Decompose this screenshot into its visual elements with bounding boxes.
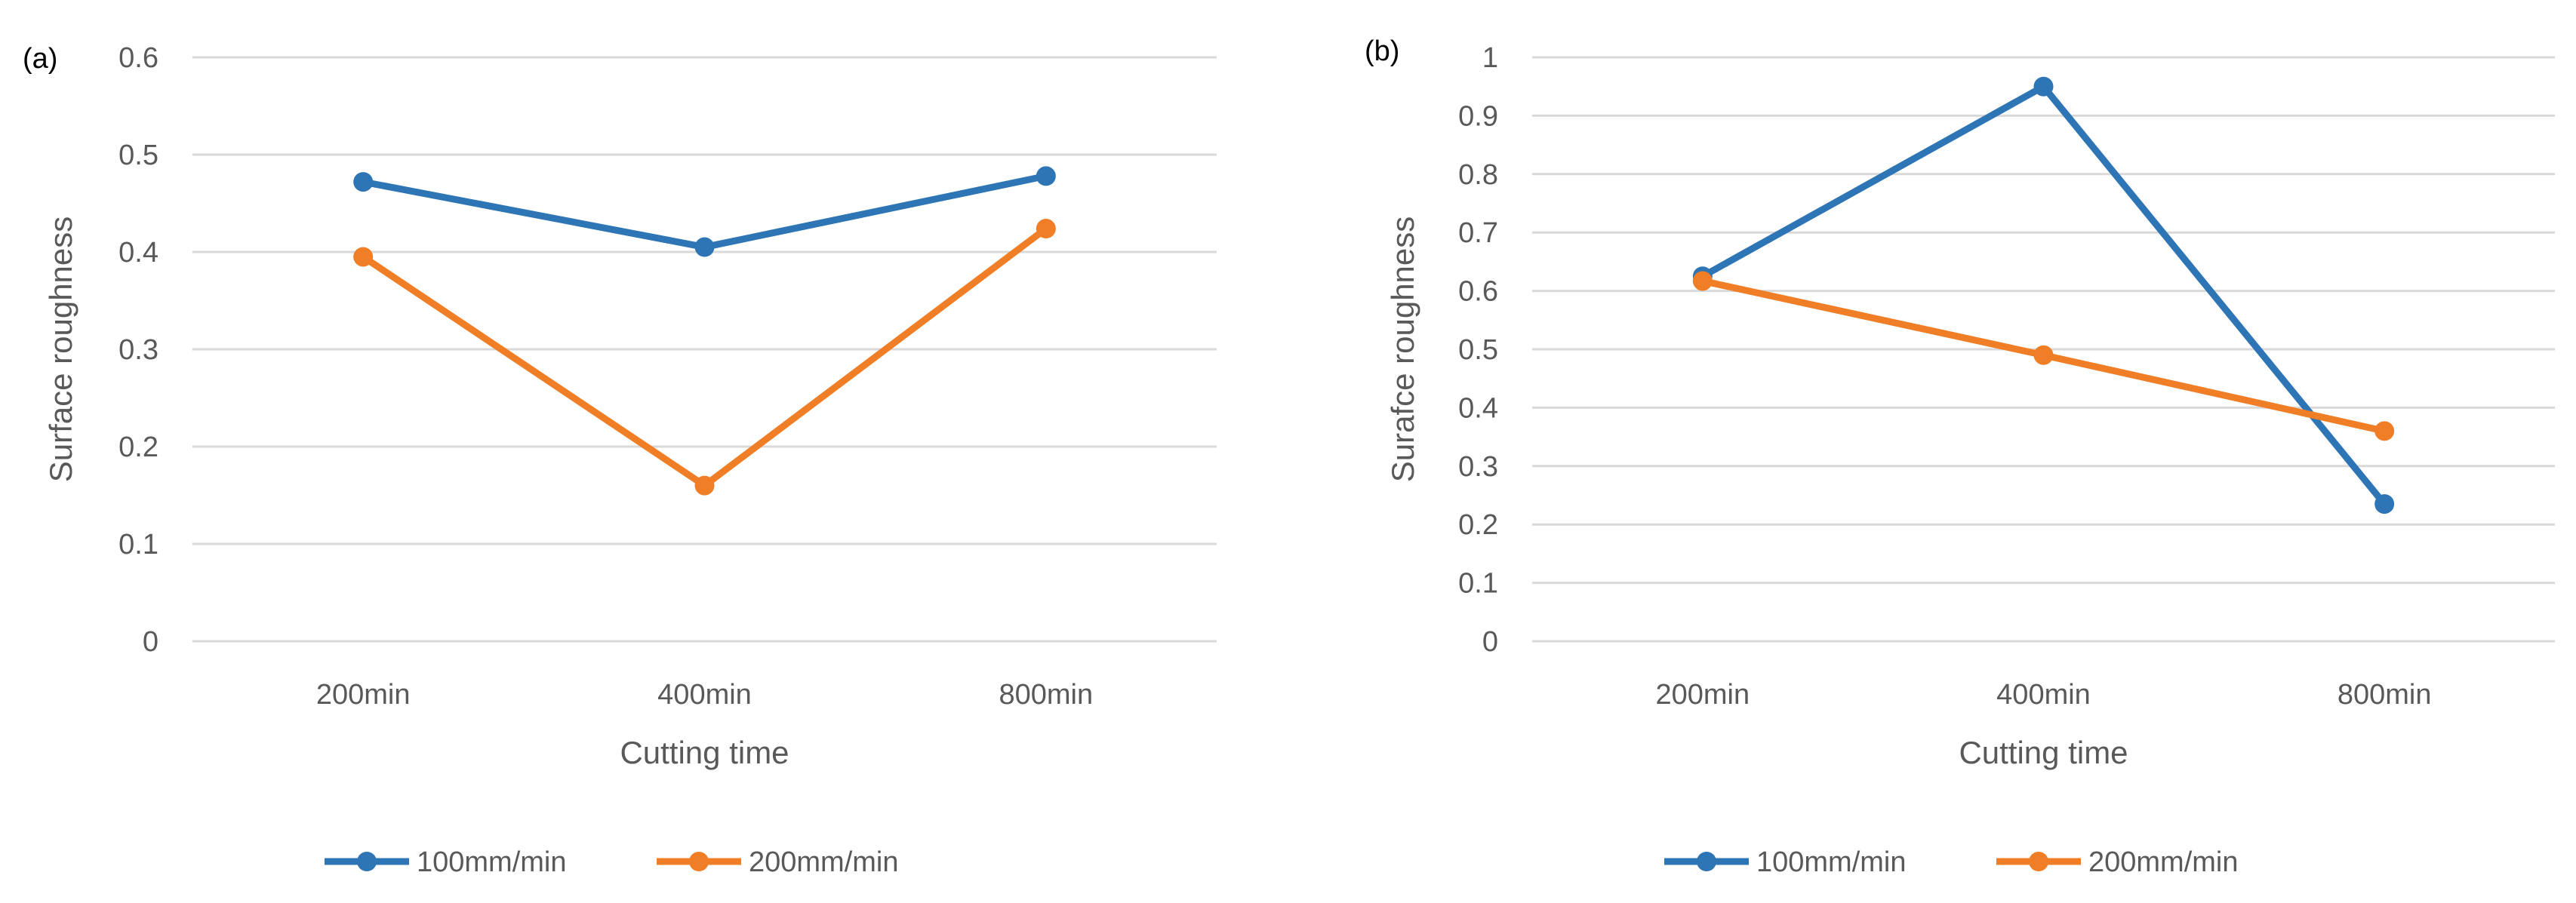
chart0-data-point — [694, 475, 715, 496]
chart0-data-point — [353, 172, 374, 192]
chart1-panel-label: (b) — [1365, 35, 1399, 67]
chart0-data-point — [1036, 166, 1056, 186]
chart1-data-point — [2033, 345, 2054, 365]
chart0-data-point — [694, 237, 715, 257]
chart1-y-tick-label: 0.1 — [1458, 568, 1498, 600]
chart1-y-axis-title: Surafce roughness — [1385, 217, 1420, 483]
chart1-y-tick-label: 0.5 — [1458, 334, 1498, 366]
chart0-y-tick-label: 0.3 — [118, 334, 158, 366]
chart0-y-tick-label: 0.1 — [118, 529, 158, 561]
chart1-y-tick-label: 0.7 — [1458, 217, 1498, 249]
chart1-y-tick-label: 0.9 — [1458, 100, 1498, 132]
chart0-y-axis-title: Surface roughness — [43, 217, 78, 483]
chart1-legend-label: 200mm/min — [2088, 846, 2239, 878]
chart0-data-point — [1036, 219, 1056, 239]
chart1-series-line-100mm/min — [1699, 83, 2388, 508]
chart1-y-tick-label: 0.6 — [1458, 276, 1498, 308]
chart0-legend-label: 200mm/min — [749, 846, 899, 878]
chart0-x-tick-label: 800min — [999, 679, 1094, 711]
chart1-y-tick-label: 0.2 — [1458, 509, 1498, 541]
chart0-data-point — [353, 247, 374, 267]
chart0-legend-marker — [357, 852, 377, 871]
chart1-y-tick-label: 0.8 — [1458, 159, 1498, 191]
chart0-legend-label: 100mm/min — [417, 846, 567, 878]
chart0-series-line-100mm/min — [359, 172, 1050, 251]
chart1-data-point — [2033, 76, 2054, 97]
chart0-x-tick-label: 200min — [316, 679, 411, 711]
chart0-x-axis-title: Cutting time — [620, 735, 789, 770]
chart0-y-tick-label: 0.2 — [118, 432, 158, 463]
chart0-y-tick-label: 0.4 — [118, 237, 158, 269]
chart1-data-point — [2374, 421, 2395, 441]
chart1-y-tick-label: 0 — [1482, 626, 1498, 658]
chart1-data-point — [2374, 494, 2395, 514]
chart0-y-tick-label: 0 — [143, 626, 158, 658]
chart1-y-tick-label: 1 — [1482, 42, 1498, 74]
chart1-x-axis-title: Cutting time — [1959, 735, 2128, 770]
chart1-data-point — [1692, 271, 1713, 291]
chart0-panel-label: (a) — [23, 43, 57, 75]
chart1-legend-marker — [2029, 852, 2048, 871]
chart1-y-tick-label: 0.4 — [1458, 392, 1498, 424]
chart0-legend-marker — [689, 852, 709, 871]
chart0-x-tick-label: 400min — [657, 679, 752, 711]
chart1-x-tick-label: 800min — [2337, 679, 2432, 711]
chart1-y-tick-label: 0.3 — [1458, 451, 1498, 483]
chart0-y-tick-label: 0.5 — [118, 140, 158, 171]
chart1-x-tick-label: 200min — [1656, 679, 1750, 711]
chart1-legend-marker — [1697, 852, 1716, 871]
chart0-y-tick-label: 0.6 — [118, 42, 158, 74]
chart1-x-tick-label: 400min — [1996, 679, 2091, 711]
chart1-legend-label: 100mm/min — [1756, 846, 1907, 878]
